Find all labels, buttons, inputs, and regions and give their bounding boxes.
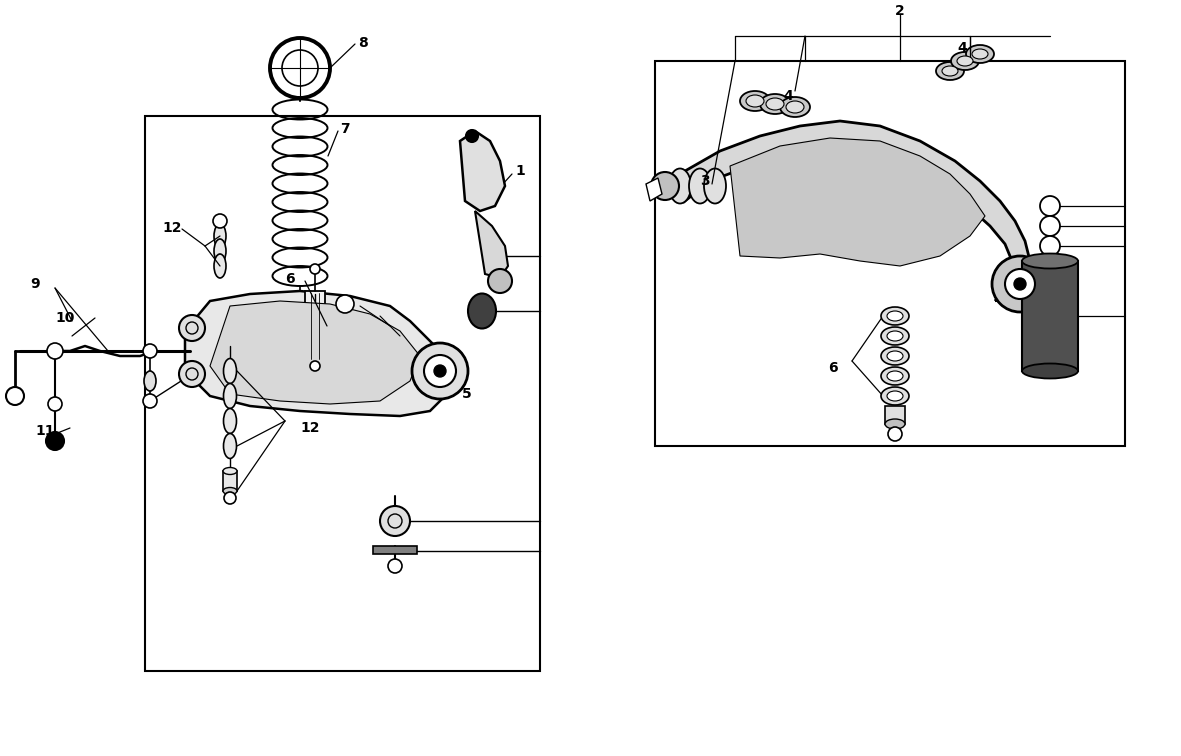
- Ellipse shape: [746, 95, 764, 107]
- Ellipse shape: [881, 347, 909, 365]
- Ellipse shape: [740, 91, 770, 111]
- Text: 5: 5: [462, 387, 471, 401]
- Ellipse shape: [704, 169, 726, 203]
- Circle shape: [46, 432, 64, 450]
- Ellipse shape: [668, 169, 691, 203]
- Ellipse shape: [957, 56, 973, 66]
- Circle shape: [180, 361, 205, 387]
- Circle shape: [224, 492, 236, 504]
- Circle shape: [488, 269, 513, 293]
- Ellipse shape: [942, 66, 958, 76]
- Circle shape: [309, 361, 320, 371]
- Circle shape: [309, 264, 320, 274]
- Polygon shape: [210, 301, 420, 404]
- Ellipse shape: [223, 467, 237, 475]
- Circle shape: [47, 343, 63, 359]
- Text: 12: 12: [163, 221, 182, 235]
- Ellipse shape: [214, 239, 226, 263]
- Polygon shape: [1022, 261, 1078, 371]
- Circle shape: [389, 559, 402, 573]
- Circle shape: [337, 295, 354, 313]
- Polygon shape: [685, 121, 1030, 301]
- Text: 11: 11: [35, 424, 54, 438]
- Polygon shape: [185, 291, 455, 416]
- Polygon shape: [646, 178, 663, 201]
- Text: 6: 6: [286, 272, 295, 286]
- Text: 1: 1: [515, 164, 524, 178]
- Text: 8: 8: [358, 36, 367, 50]
- Polygon shape: [223, 471, 237, 491]
- Circle shape: [380, 506, 410, 536]
- Polygon shape: [305, 291, 325, 361]
- Ellipse shape: [881, 367, 909, 385]
- Circle shape: [466, 130, 478, 142]
- Ellipse shape: [214, 254, 226, 278]
- Ellipse shape: [787, 101, 804, 113]
- Ellipse shape: [885, 419, 905, 429]
- Text: 2: 2: [895, 4, 905, 18]
- Ellipse shape: [468, 293, 496, 329]
- Ellipse shape: [214, 224, 226, 248]
- Ellipse shape: [761, 94, 790, 114]
- Ellipse shape: [144, 371, 156, 391]
- Ellipse shape: [223, 488, 237, 494]
- Text: 12: 12: [300, 421, 320, 435]
- Ellipse shape: [223, 358, 236, 383]
- Circle shape: [992, 256, 1048, 312]
- Circle shape: [282, 50, 318, 86]
- Ellipse shape: [779, 97, 810, 117]
- Circle shape: [888, 427, 902, 441]
- Text: 3: 3: [700, 174, 710, 188]
- Circle shape: [1040, 236, 1061, 256]
- Circle shape: [424, 355, 456, 387]
- Circle shape: [651, 172, 679, 200]
- Polygon shape: [885, 406, 905, 424]
- Circle shape: [143, 394, 157, 408]
- Ellipse shape: [937, 62, 964, 80]
- Polygon shape: [373, 546, 417, 554]
- Circle shape: [433, 365, 446, 377]
- Ellipse shape: [1022, 364, 1078, 379]
- Circle shape: [1040, 196, 1061, 216]
- Ellipse shape: [972, 49, 988, 59]
- Polygon shape: [475, 211, 508, 278]
- Ellipse shape: [881, 307, 909, 325]
- Ellipse shape: [887, 331, 903, 341]
- Ellipse shape: [223, 408, 236, 433]
- Polygon shape: [461, 131, 505, 211]
- Ellipse shape: [887, 351, 903, 361]
- Polygon shape: [730, 138, 985, 266]
- Ellipse shape: [881, 387, 909, 405]
- Circle shape: [48, 397, 61, 411]
- Circle shape: [270, 38, 329, 98]
- Ellipse shape: [766, 98, 784, 110]
- Ellipse shape: [1022, 253, 1078, 268]
- Text: 6: 6: [828, 361, 839, 375]
- Ellipse shape: [223, 433, 236, 458]
- Circle shape: [412, 343, 468, 399]
- Circle shape: [180, 315, 205, 341]
- Ellipse shape: [223, 383, 236, 408]
- Circle shape: [143, 344, 157, 358]
- Circle shape: [1040, 216, 1061, 236]
- Text: 7: 7: [340, 122, 350, 136]
- Ellipse shape: [887, 391, 903, 401]
- Text: 9: 9: [30, 277, 40, 291]
- Ellipse shape: [689, 169, 711, 203]
- Ellipse shape: [887, 371, 903, 381]
- Text: 4: 4: [957, 41, 967, 55]
- Ellipse shape: [881, 327, 909, 345]
- Ellipse shape: [951, 52, 979, 70]
- Ellipse shape: [966, 45, 994, 63]
- Ellipse shape: [887, 311, 903, 321]
- Circle shape: [1005, 269, 1035, 299]
- Text: 4: 4: [783, 89, 792, 103]
- Circle shape: [6, 387, 24, 405]
- Circle shape: [213, 214, 227, 228]
- Text: 10: 10: [56, 311, 74, 325]
- Circle shape: [1014, 278, 1026, 290]
